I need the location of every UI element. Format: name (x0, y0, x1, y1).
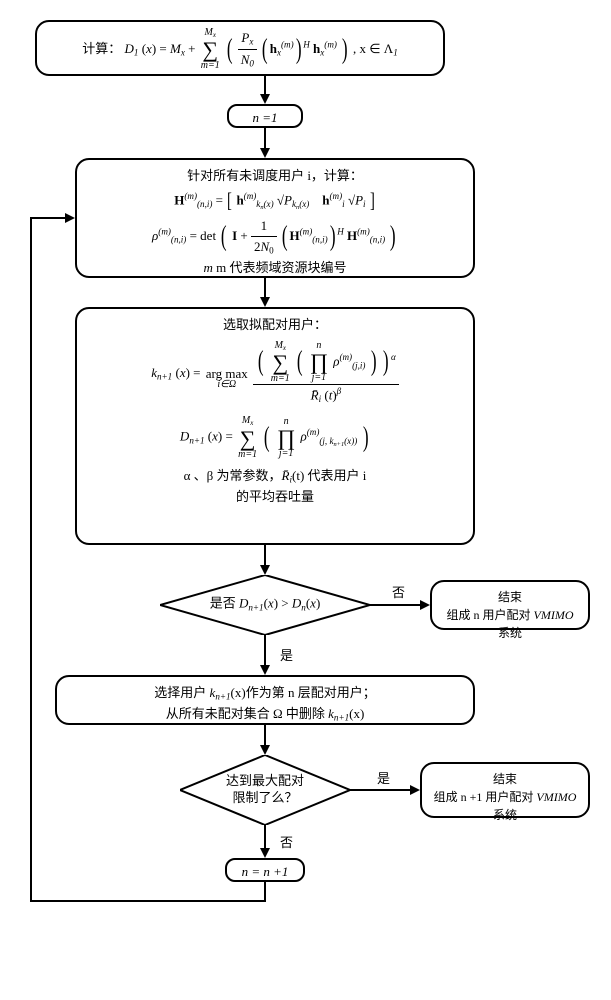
node-n-inc: n = n +1 (225, 858, 305, 882)
arrow-icon (410, 785, 420, 795)
arrow-icon (260, 848, 270, 858)
node-cond2: 达到最大配对限制了么？ (180, 755, 350, 825)
select-foot1: α 、β 为常参数，R̄i(t) 代表用户 i (87, 466, 463, 487)
edge (350, 789, 410, 791)
node-select-user: 选取拟配对用户： kn+1 (x) = arg max i∈Ω ( Mx ∑ m… (75, 307, 475, 545)
edge (264, 825, 266, 848)
edge-label-no: 否 (390, 582, 407, 601)
node-n-eq-1: n =1 (227, 104, 303, 128)
arrow-icon (260, 665, 270, 675)
edge (264, 545, 266, 565)
calc-prefix: 计算： (82, 41, 121, 56)
flowchart-root: 计算： D1 (x) = Mx + Mx ∑ m=1 ( Px N0 (hx(m… (20, 20, 591, 980)
edge-label-yes: 是 (278, 645, 295, 664)
arrow-icon (260, 148, 270, 158)
edge (30, 900, 266, 902)
arrow-icon (260, 745, 270, 755)
arrow-icon (260, 297, 270, 307)
edge (264, 882, 266, 900)
edge (264, 635, 266, 665)
edge (30, 217, 65, 219)
arrow-icon (260, 565, 270, 575)
arrow-icon (260, 94, 270, 104)
arrow-icon (420, 600, 430, 610)
node-pick-k: 选择用户 kn+1(x)作为第 n 层配对用户； 从所有未配对集合 Ω 中删除 … (55, 675, 475, 725)
node-end2: 结束 组成 n +1 用户配对 VMIMO 系统 (420, 762, 590, 818)
edge (264, 725, 266, 745)
select-title: 选取拟配对用户： (87, 315, 463, 335)
edge (30, 218, 32, 902)
node-calc-d1: 计算： D1 (x) = Mx + Mx ∑ m=1 ( Px N0 (hx(m… (35, 20, 445, 76)
edge (370, 604, 420, 606)
edge (264, 128, 266, 148)
edge-label-yes: 是 (375, 768, 392, 787)
edge (264, 76, 266, 94)
loop-foot: m m 代表频域资源块编号 (87, 258, 463, 278)
arrow-icon (65, 213, 75, 223)
node-end1: 结束 组成 n 用户配对 VMIMO系统 (430, 580, 590, 630)
node-cond1: 是否 Dn+1(x) > Dn(x) (160, 575, 370, 635)
select-foot2: 的平均吞吐量 (87, 487, 463, 507)
edge-label-no: 否 (278, 832, 295, 851)
edge (264, 278, 266, 297)
node-loop-body: 针对所有未调度用户 i，计算： H(m)(n,i) = [ h(m)kn(x) … (75, 158, 475, 278)
loop-title: 针对所有未调度用户 i，计算： (87, 166, 463, 186)
